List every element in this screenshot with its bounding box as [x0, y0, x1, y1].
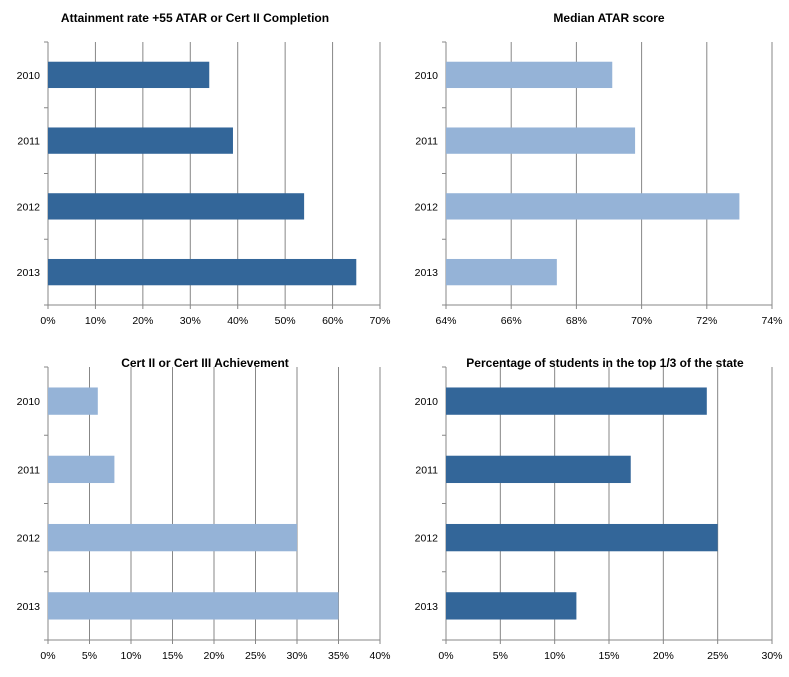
- x-tick-label: 0%: [40, 315, 55, 327]
- x-tick-label: 68%: [566, 315, 587, 327]
- x-tick-label: 20%: [203, 650, 224, 662]
- bar-2012: [48, 193, 305, 220]
- y-tick-label: 2012: [415, 201, 439, 213]
- bar-2012: [446, 193, 740, 220]
- bar-2013: [446, 258, 557, 286]
- x-tick-label: 40%: [369, 650, 390, 662]
- x-tick-label: 30%: [180, 315, 201, 327]
- x-tick-label: 25%: [245, 650, 266, 662]
- x-tick-label: 40%: [227, 315, 248, 327]
- x-tick-label: 5%: [82, 650, 97, 662]
- y-tick-label: 2010: [415, 70, 439, 82]
- bar-2011: [48, 455, 115, 484]
- y-tick-label: 2010: [17, 70, 41, 82]
- chart-panel-4: Percentage of students in the top 1/3 of…: [415, 356, 783, 662]
- x-tick-label: 0%: [40, 650, 55, 662]
- x-tick-label: 10%: [544, 650, 565, 662]
- bar-2010: [446, 61, 613, 89]
- y-tick-label: 2012: [17, 201, 41, 213]
- x-tick-label: 20%: [132, 315, 153, 327]
- x-tick-label: 20%: [653, 650, 674, 662]
- x-tick-label: 10%: [120, 650, 141, 662]
- y-tick-label: 2011: [17, 136, 40, 148]
- x-tick-label: 64%: [435, 315, 456, 327]
- y-tick-label: 2011: [415, 464, 438, 476]
- x-tick-label: 50%: [275, 315, 296, 327]
- y-tick-label: 2011: [415, 136, 438, 148]
- bar-2013: [48, 258, 357, 286]
- bar-2012: [48, 523, 297, 552]
- x-tick-label: 74%: [761, 315, 782, 327]
- x-tick-label: 10%: [85, 315, 106, 327]
- chart-title: Cert II or Cert III Achievement: [121, 356, 289, 370]
- bar-2011: [446, 455, 631, 484]
- y-tick-label: 2011: [17, 464, 40, 476]
- x-tick-label: 15%: [162, 650, 183, 662]
- chart-title: Median ATAR score: [553, 11, 664, 25]
- y-tick-label: 2010: [17, 396, 41, 408]
- chart-panel-1: Attainment rate +55 ATAR or Cert II Comp…: [17, 11, 391, 327]
- bar-2011: [446, 127, 636, 154]
- y-tick-label: 2012: [415, 533, 439, 545]
- bar-2010: [48, 61, 210, 89]
- x-tick-label: 72%: [696, 315, 717, 327]
- y-tick-label: 2013: [17, 601, 41, 613]
- chart-panel-3: Cert II or Cert III Achievement 0% 5% 10% 15…: [17, 356, 391, 662]
- y-tick-label: 2013: [17, 267, 41, 279]
- x-tick-label: 0%: [438, 650, 453, 662]
- y-tick-label: 2013: [415, 267, 439, 279]
- x-tick-label: 35%: [328, 650, 349, 662]
- x-tick-label: 66%: [501, 315, 522, 327]
- x-tick-label: 30%: [761, 650, 782, 662]
- bar-2010: [48, 387, 98, 415]
- bar-2013: [48, 592, 339, 620]
- y-tick-label: 2012: [17, 533, 41, 545]
- bar-2013: [446, 592, 577, 620]
- bar-2012: [446, 523, 718, 552]
- bar-2011: [48, 127, 233, 154]
- x-tick-label: 25%: [707, 650, 728, 662]
- x-tick-label: 5%: [493, 650, 508, 662]
- y-tick-label: 2010: [415, 396, 439, 408]
- x-tick-label: 60%: [322, 315, 343, 327]
- chart-panel-2: Median ATAR score 64% 66% 68% 70% 72% 74% 2010 2…: [415, 11, 783, 327]
- x-tick-label: 15%: [598, 650, 619, 662]
- x-tick-label: 30%: [286, 650, 307, 662]
- bar-2010: [446, 387, 707, 415]
- x-tick-label: 70%: [369, 315, 390, 327]
- y-tick-label: 2013: [415, 601, 439, 613]
- chart-title: Percentage of students in the top 1/3 of…: [466, 356, 744, 370]
- x-tick-label: 70%: [631, 315, 652, 327]
- chart-title: Attainment rate +55 ATAR or Cert II Comp…: [61, 11, 329, 25]
